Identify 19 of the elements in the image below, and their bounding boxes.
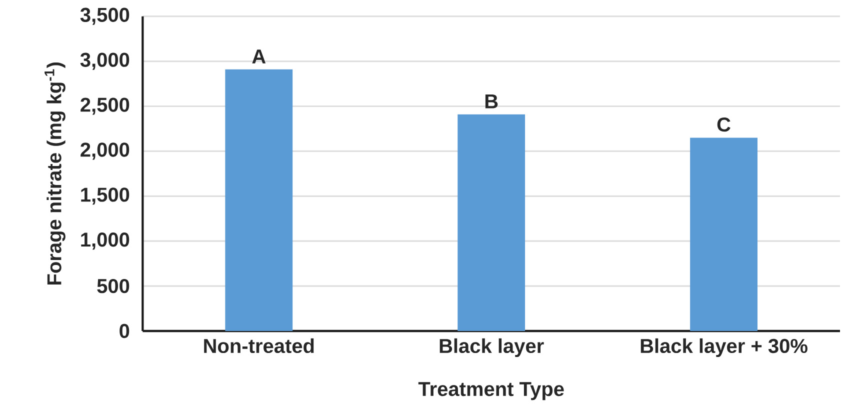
y-tick-label: 1,000 <box>81 232 130 250</box>
x-tick-label: Black layer + 30% <box>640 338 808 358</box>
bar <box>458 114 526 331</box>
y-tick-label: 2,500 <box>80 98 130 115</box>
annotation: B <box>485 94 498 108</box>
y-tick-label: 3,500 <box>80 8 130 25</box>
y-tick-label: 1,500 <box>81 188 130 205</box>
x-axis-title: Treatment Type <box>418 382 564 400</box>
bar <box>225 69 293 331</box>
annotation: C <box>717 117 730 132</box>
y-axis-title: Forage nitrate (mg kg$^{-1}$) <box>44 62 66 284</box>
bar <box>690 138 758 331</box>
x-tick-label: Black layer <box>440 338 544 358</box>
y-tick-label: 0 <box>120 324 130 338</box>
annotation: A <box>252 50 266 64</box>
y-tick-label: 2,000 <box>80 142 130 160</box>
y-tick-label: 3,000 <box>80 52 130 70</box>
x-tick-label: Non-treated <box>204 338 314 354</box>
y-tick-label: 500 <box>97 278 130 294</box>
